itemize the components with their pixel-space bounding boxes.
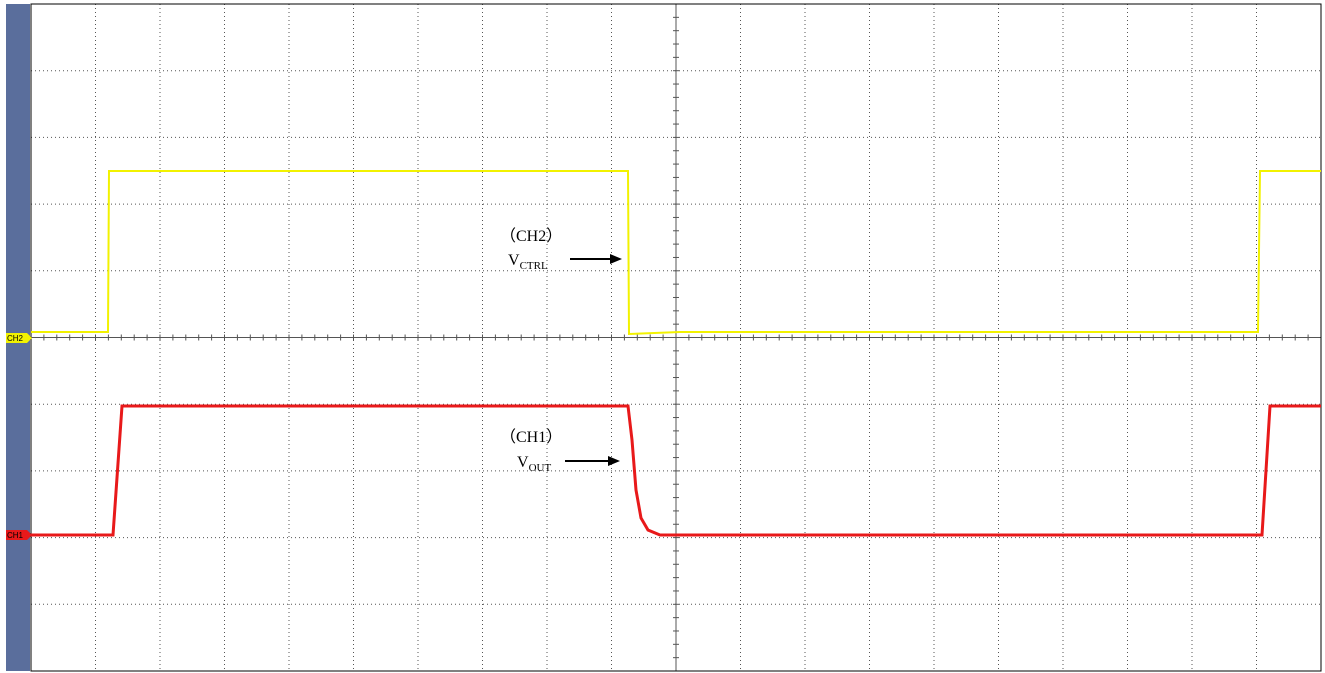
ch1-marker bbox=[6, 530, 32, 540]
ch2-trace bbox=[31, 170, 1321, 336]
ch2-marker bbox=[6, 333, 32, 343]
ch1-marker-label: CH1 bbox=[7, 531, 24, 540]
ch2-marker-label: CH2 bbox=[7, 334, 24, 343]
annotation-symbol: VOUT bbox=[517, 454, 551, 474]
annotation-label: （CH2） bbox=[500, 227, 562, 245]
ch1-trace bbox=[31, 404, 1321, 537]
arrow-head bbox=[608, 456, 620, 466]
annotation-label: （CH1） bbox=[500, 428, 562, 446]
symbol: V bbox=[517, 454, 529, 471]
subscript: CTRL bbox=[520, 260, 548, 272]
arrow-head bbox=[610, 254, 622, 264]
subscript: OUT bbox=[529, 462, 552, 474]
symbol: V bbox=[508, 252, 520, 269]
annotation-symbol: VCTRL bbox=[508, 252, 548, 272]
grid bbox=[30, 3, 1321, 672]
